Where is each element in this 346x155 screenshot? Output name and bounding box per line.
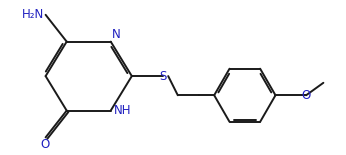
Text: O: O <box>40 138 49 151</box>
Text: O: O <box>301 89 311 102</box>
Text: N: N <box>112 28 120 41</box>
Text: NH: NH <box>113 104 131 117</box>
Text: S: S <box>160 70 167 83</box>
Text: H₂N: H₂N <box>21 8 44 21</box>
